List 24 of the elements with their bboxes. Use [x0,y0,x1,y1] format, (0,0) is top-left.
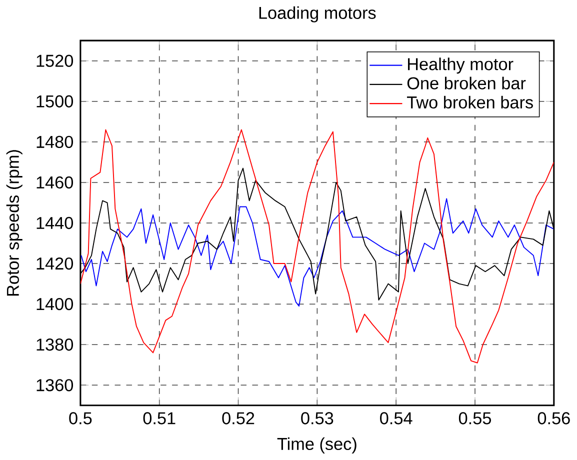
x-tick-label: 0.54 [380,412,412,424]
x-tick-label: 0.56 [538,412,570,424]
y-tick-label: 1500 [36,95,74,108]
y-tick-label: 1420 [36,258,74,270]
y-tick-label: 1400 [36,298,74,310]
x-tick-label: 0.5 [69,412,92,424]
x-tick-label: 0.55 [458,412,491,424]
y-tick-label: 1360 [36,379,74,392]
chart-title: Loading motors [259,6,376,22]
y-tick-label: 1440 [36,217,74,230]
legend-label: Two broken bars [407,96,533,109]
legend-label: Healthy motor [408,58,514,74]
line-series [80,129,554,364]
line-series [80,198,554,307]
x-tick-label: 0.52 [222,412,254,424]
y-tick-label: 1380 [36,338,74,351]
x-tick-label: 0.51 [143,412,176,424]
y-tick-label: 1480 [36,136,74,148]
legend-label: One broken bar [407,76,526,90]
x-axis-title: Time (sec) [277,438,356,454]
y-tick-label: 1520 [36,54,74,68]
y-axis-title: Rotor speeds (rpm) [6,150,22,296]
x-tick-label: 0.53 [301,412,334,424]
y-tick-label: 1460 [36,176,74,189]
